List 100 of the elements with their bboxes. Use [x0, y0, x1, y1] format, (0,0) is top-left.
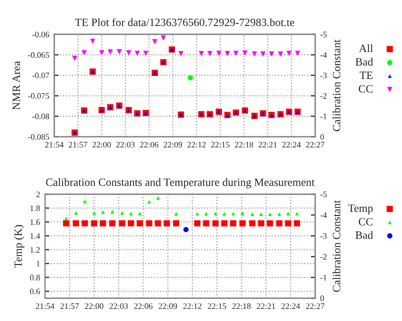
- point: [126, 50, 132, 56]
- x-tick-label: 22:09: [158, 303, 177, 309]
- point: [99, 50, 104, 56]
- point: [260, 51, 266, 57]
- point: [207, 51, 212, 56]
- x-tick-label: 22:24: [281, 303, 300, 309]
- y-tick-label: 0.6: [30, 288, 40, 294]
- y-tick-label: -0.085: [28, 134, 50, 140]
- x-tick-label: 22:12: [187, 142, 206, 148]
- y2-tick-label: -5: [320, 192, 327, 198]
- chart-title: Calibration Constants and Temperature during Measurement: [46, 178, 315, 188]
- point: [204, 212, 208, 216]
- point: [295, 212, 299, 216]
- point: [82, 50, 87, 56]
- y-tick-label: -0.07: [32, 72, 50, 78]
- legend-label: Temp: [348, 204, 373, 214]
- x-tick-label: 21:57: [60, 303, 79, 309]
- y2-axis-title: Calibration Constant: [332, 200, 340, 292]
- point: [156, 196, 160, 200]
- y2-tick-label: -5: [320, 32, 327, 38]
- y-tick-label: 1.4: [30, 233, 40, 239]
- point: [160, 35, 166, 41]
- x-tick-label: 22:21: [256, 303, 276, 309]
- y2-axis-title: Calibration Constant: [332, 39, 340, 132]
- point: [120, 211, 124, 215]
- x-tick-label: 22:12: [183, 303, 202, 309]
- point: [214, 212, 218, 216]
- point: [101, 210, 105, 214]
- x-tick-label: 22:00: [92, 142, 111, 148]
- point: [277, 212, 282, 216]
- legend-label: Bad: [356, 231, 373, 239]
- point: [174, 212, 178, 216]
- point: [259, 212, 263, 216]
- legend-label: All: [359, 44, 373, 52]
- y2-tick-label: 0: [320, 296, 324, 302]
- x-tick-label: 21:54: [45, 142, 64, 148]
- x-tick-label: 22:06: [140, 142, 158, 148]
- point: [178, 51, 184, 56]
- x-tick-label: 21:54: [36, 303, 54, 309]
- y2-tick-label: 0: [320, 134, 324, 140]
- point: [250, 212, 254, 216]
- point: [286, 212, 290, 216]
- point: [129, 212, 133, 216]
- y-tick-label: 1: [36, 260, 40, 266]
- legend-label: TE: [360, 72, 373, 79]
- y-tick-label: -0.08: [32, 114, 50, 120]
- x-tick-label: 22:21: [258, 142, 277, 148]
- x-tick-label: 21:57: [68, 142, 88, 148]
- x-tick-label: 22:27: [306, 142, 324, 148]
- y-tick-label: -0.06: [32, 32, 50, 38]
- point: [90, 38, 96, 44]
- point: [286, 50, 292, 56]
- x-tick-label: 22:15: [208, 303, 226, 309]
- y-axis-title: NMR Area: [12, 61, 20, 110]
- point: [92, 211, 96, 215]
- point: [222, 212, 226, 216]
- x-tick-label: 22:03: [116, 142, 135, 148]
- legend-label: CC: [358, 218, 372, 226]
- y2-tick-label: -1: [320, 274, 326, 280]
- point: [216, 50, 222, 56]
- y2-tick-label: -4: [320, 212, 327, 218]
- x-tick-label: 22:18: [234, 142, 254, 148]
- y-tick-label: 2: [36, 192, 40, 198]
- y-tick-label: 1.8: [30, 205, 40, 212]
- point: [147, 200, 151, 204]
- point: [242, 50, 248, 56]
- y2-tick-label: -1: [320, 114, 326, 120]
- point: [152, 39, 158, 44]
- point: [198, 51, 204, 56]
- point: [143, 50, 148, 56]
- point: [72, 56, 78, 61]
- point: [188, 75, 194, 80]
- legend-label: Bad: [356, 58, 373, 66]
- legend-label: CC: [358, 85, 372, 93]
- y2-tick-label: -3: [320, 233, 327, 239]
- point: [110, 210, 114, 214]
- x-tick-label: 22:06: [134, 303, 152, 309]
- point: [74, 211, 78, 215]
- point: [138, 212, 142, 216]
- y-tick-label: -0.075: [28, 93, 50, 99]
- point: [64, 216, 68, 220]
- chart-title: TE Plot for data/1236376560.72929-72983.bot.te: [75, 18, 294, 26]
- point: [116, 49, 122, 54]
- y2-tick-label: -2: [320, 254, 327, 260]
- y-tick-label: 1.6: [30, 219, 40, 225]
- point: [252, 51, 258, 57]
- point: [233, 50, 239, 56]
- x-tick-label: 22:09: [164, 142, 182, 148]
- x-tick-label: 22:27: [306, 303, 324, 309]
- point: [195, 212, 200, 216]
- y2-tick-label: -3: [320, 72, 327, 78]
- y-tick-label: 0.8: [30, 274, 40, 280]
- x-tick-label: 22:15: [211, 142, 230, 148]
- x-tick-label: 22:18: [232, 303, 251, 309]
- point: [82, 199, 87, 204]
- point: [295, 50, 300, 56]
- point: [108, 49, 113, 55]
- y2-tick-label: -4: [320, 52, 327, 58]
- point: [224, 51, 230, 56]
- y-axis-title: Temp (K): [14, 225, 24, 268]
